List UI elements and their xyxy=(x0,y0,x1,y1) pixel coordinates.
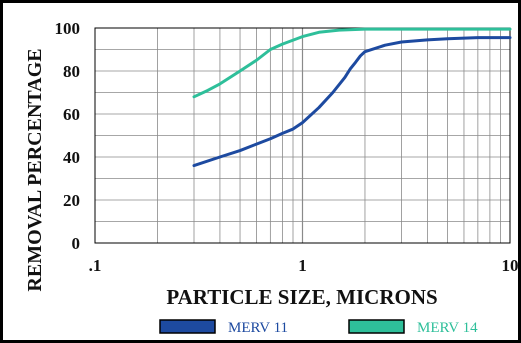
y-tick-label: 60 xyxy=(63,105,80,124)
y-tick-label: 0 xyxy=(72,234,81,253)
grid-layer xyxy=(95,28,510,243)
x-tick-label: 10 xyxy=(502,256,519,275)
x-tick-label: .1 xyxy=(89,256,102,275)
y-tick-label: 40 xyxy=(63,148,80,167)
y-tick-label: 80 xyxy=(63,62,80,81)
x-tick-label: 1 xyxy=(298,256,307,275)
plot-area-border xyxy=(94,27,511,244)
y-tick-label: 100 xyxy=(55,19,81,38)
series-line-merv-11 xyxy=(192,36,512,168)
legend-swatch xyxy=(159,319,216,334)
legend-label: MERV 11 xyxy=(228,320,288,336)
y-axis-label: REMOVAL PERCENTAGE xyxy=(24,48,46,291)
y-tick-label: 20 xyxy=(63,191,80,210)
legend: MERV 11 MERV 14 xyxy=(159,319,478,336)
legend-swatch xyxy=(348,319,405,334)
x-axis-label: PARTICLE SIZE, MICRONS xyxy=(166,285,437,309)
series-layer xyxy=(192,27,512,168)
series-line-merv-14 xyxy=(192,27,512,99)
legend-label: MERV 14 xyxy=(417,320,478,336)
